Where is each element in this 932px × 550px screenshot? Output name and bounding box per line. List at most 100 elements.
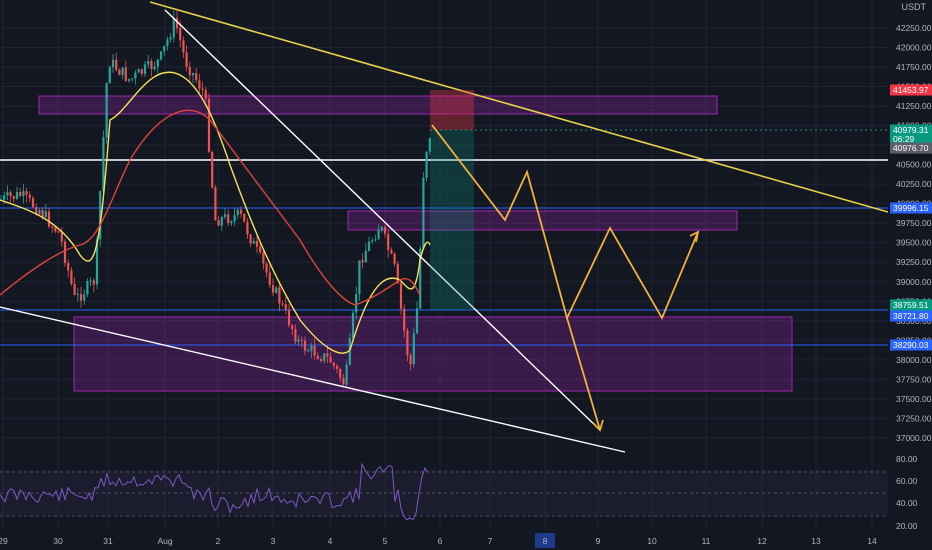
candle-body <box>412 333 415 365</box>
candle-body <box>182 40 185 53</box>
candle-body <box>124 67 127 81</box>
price-tick-label: 40250.00 <box>896 179 932 189</box>
stop-loss-area[interactable] <box>430 90 474 130</box>
candle-body <box>316 355 319 359</box>
price-tick-label: 37750.00 <box>896 374 932 384</box>
price-tag[interactable] <box>890 142 932 154</box>
candle-body <box>76 293 79 295</box>
price-tag[interactable] <box>890 133 932 145</box>
candle-body <box>89 280 92 282</box>
time-tick-label: 2 <box>216 536 221 546</box>
candle-body <box>204 90 207 99</box>
candle-body <box>175 17 179 28</box>
candle-body <box>230 221 233 224</box>
time-tick-label: 13 <box>811 536 821 546</box>
candle-body <box>393 253 396 264</box>
candle-body <box>191 73 195 76</box>
projection-arrowhead-upper[interactable] <box>689 230 700 243</box>
candle-body <box>364 250 367 263</box>
time-axis[interactable]: 29 30 31 Aug 2 3 4 5 6 7 8 9 10 11 12 13 14 <box>0 532 932 550</box>
price-tag[interactable] <box>890 84 932 96</box>
candle-body <box>428 138 431 152</box>
candle-body <box>291 325 294 330</box>
price-tick-label: 39750.00 <box>896 218 932 228</box>
candle-body <box>44 211 47 218</box>
candle-body <box>351 312 355 339</box>
rsi-line <box>0 462 429 521</box>
descending-yellow-trendline[interactable] <box>149 1 889 213</box>
candle-body <box>361 260 364 263</box>
candle-body <box>19 192 22 196</box>
candle-body <box>57 231 60 233</box>
candle-body <box>35 207 38 214</box>
supply-demand-zones[interactable] <box>38 95 793 392</box>
time-tick-label: 12 <box>757 536 767 546</box>
candle-body <box>79 293 83 301</box>
candle-body <box>143 64 147 74</box>
candle-body <box>319 358 323 361</box>
descending-white-trendline[interactable] <box>164 9 601 431</box>
candle-body <box>172 17 175 38</box>
candle-body <box>367 241 371 251</box>
price-tag[interactable] <box>890 339 932 351</box>
time-tick-label: 30 <box>53 536 63 546</box>
candle-body <box>169 37 172 40</box>
candle-body <box>31 197 35 208</box>
price-tag-label: 41453.97 <box>893 85 929 95</box>
candle-body <box>3 195 6 200</box>
candle-body <box>246 221 249 235</box>
candle-body <box>28 194 31 198</box>
candle-body <box>9 192 12 197</box>
candle-body <box>166 39 169 47</box>
time-tick-label: 14 <box>867 536 877 546</box>
upper-resistance-zone[interactable] <box>38 95 718 115</box>
price-tick-label: 37250.00 <box>896 413 932 423</box>
lower-white-trendline[interactable] <box>0 306 626 453</box>
candle-body <box>371 240 374 242</box>
candle-body <box>95 239 99 285</box>
take-profit-area[interactable] <box>430 130 474 310</box>
candle-body <box>419 248 422 309</box>
candle-body <box>255 241 259 247</box>
price-tag-label: 38759.51 <box>893 300 929 310</box>
candle-body <box>70 270 73 284</box>
price-tag-label: 38290.03 <box>893 340 929 350</box>
candle-body <box>265 263 268 273</box>
candle-body <box>140 69 143 74</box>
candle-body <box>127 79 131 81</box>
projection-arrowhead-lower[interactable] <box>592 419 604 432</box>
rsi-tick-label: 20.00 <box>896 521 918 531</box>
price-tick-label: 39500.00 <box>896 238 932 248</box>
price-axis[interactable]: 42250.0042000.0041750.0041500.0041250.00… <box>888 0 932 550</box>
price-tag[interactable] <box>890 299 932 311</box>
price-tag-label: 06:29 <box>893 134 915 144</box>
price-tag[interactable] <box>890 202 932 214</box>
candle-body <box>374 239 377 241</box>
price-tag[interactable] <box>890 124 932 136</box>
price-tag[interactable] <box>890 310 932 322</box>
candle-body <box>47 211 51 227</box>
support-zone[interactable] <box>73 316 793 392</box>
short-position-tool[interactable] <box>430 90 474 310</box>
candle-body <box>383 226 387 234</box>
candle-body <box>22 191 25 196</box>
time-tick-label: 29 <box>0 536 8 546</box>
candle-body <box>233 214 236 222</box>
time-highlight[interactable] <box>535 533 555 548</box>
candle-body <box>150 60 153 70</box>
horizontal-levels[interactable] <box>0 129 888 346</box>
candle-body <box>41 210 44 218</box>
projection-path-lower[interactable] <box>566 317 601 431</box>
candle-body <box>278 287 281 304</box>
candle-body <box>275 287 278 293</box>
time-tick-label: 8 <box>543 536 548 546</box>
candle-body <box>380 226 383 230</box>
candle-body <box>201 88 204 91</box>
trendlines[interactable] <box>0 1 889 453</box>
candle-body <box>220 217 223 226</box>
time-tick-label: 5 <box>383 536 388 546</box>
price-projection-arrows[interactable] <box>431 124 700 432</box>
price-tick-label: 42000.00 <box>896 43 932 53</box>
time-tick-label: Aug <box>157 536 172 546</box>
